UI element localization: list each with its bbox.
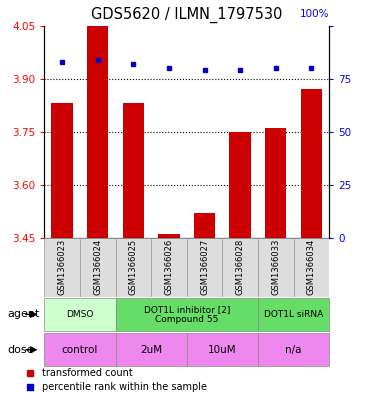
Text: DMSO: DMSO [66,310,94,319]
Text: GSM1366034: GSM1366034 [307,239,316,296]
Text: GSM1366024: GSM1366024 [93,239,102,295]
Text: 10uM: 10uM [208,345,237,355]
Text: GSM1366025: GSM1366025 [129,239,138,295]
Bar [223,238,258,297]
Text: transformed count: transformed count [42,368,132,378]
Bar [116,298,258,331]
Bar [158,234,179,238]
Bar [51,103,73,238]
Text: percentile rank within the sample: percentile rank within the sample [42,382,207,392]
Text: GSM1366023: GSM1366023 [58,239,67,296]
Bar [44,334,116,366]
Bar [258,334,329,366]
Bar [87,26,109,238]
Bar [301,89,322,238]
Bar [265,128,286,238]
Text: GSM1366026: GSM1366026 [164,239,173,296]
Text: dose: dose [8,345,34,355]
Bar [44,238,80,297]
Text: GSM1366033: GSM1366033 [271,239,280,296]
Bar [187,238,223,297]
Bar [293,238,329,297]
Text: 2uM: 2uM [140,345,162,355]
Text: 100%: 100% [300,9,329,19]
Bar [122,103,144,238]
Bar [229,132,251,238]
Bar [194,213,215,238]
Text: n/a: n/a [285,345,302,355]
Bar [151,238,187,297]
Title: GDS5620 / ILMN_1797530: GDS5620 / ILMN_1797530 [91,7,283,23]
Bar [116,238,151,297]
Bar [116,334,187,366]
Text: DOT1L inhibitor [2]
Compound 55: DOT1L inhibitor [2] Compound 55 [144,305,230,324]
Text: DOT1L siRNA: DOT1L siRNA [264,310,323,319]
Bar [258,298,329,331]
Text: GSM1366028: GSM1366028 [236,239,244,296]
Bar [258,238,294,297]
Text: control: control [62,345,98,355]
Text: agent: agent [8,309,40,320]
Bar [187,334,258,366]
Bar [80,238,116,297]
Bar [44,298,116,331]
Text: GSM1366027: GSM1366027 [200,239,209,296]
